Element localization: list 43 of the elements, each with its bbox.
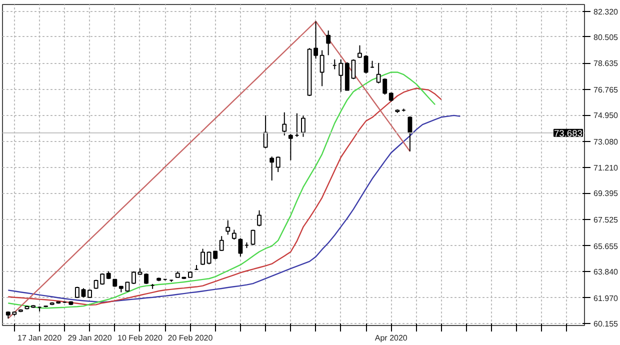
y-tick-label: 69.395	[594, 189, 619, 198]
x-tick-label: 17 Jan 2020	[18, 334, 62, 342]
candlestick	[144, 272, 148, 284]
candlestick	[358, 44, 362, 58]
y-tick-label: 65.655	[594, 242, 619, 251]
line-series	[8, 114, 461, 303]
x-tick-label: 20 Feb 2020	[168, 334, 214, 342]
x-tick-label: 29 Jan 2020	[68, 334, 112, 342]
candlestick	[288, 134, 293, 161]
candlestick	[226, 220, 230, 236]
y-tick-label: 73.080	[594, 137, 619, 146]
y-tick-label: 82.320	[594, 7, 619, 16]
candlestick	[408, 116, 412, 152]
candlestick	[131, 270, 136, 284]
y-tick-label: 67.525	[594, 216, 619, 225]
candlestick	[314, 20, 318, 60]
candlestick	[263, 114, 268, 149]
y-tick-label: 60.155	[594, 319, 619, 328]
y-tick-label: 78.635	[594, 59, 619, 68]
candlestick	[276, 156, 280, 173]
line-series	[8, 20, 411, 320]
candlestick	[320, 50, 324, 87]
candlestick	[257, 210, 262, 227]
candlestick	[238, 238, 243, 258]
ref-line-label: 73.683	[554, 128, 582, 138]
candlestick	[301, 115, 306, 138]
y-tick-label: 63.840	[594, 267, 619, 276]
y-tick-label: 74.950	[594, 111, 619, 120]
candlestick	[282, 112, 287, 136]
candlestick	[326, 30, 331, 56]
candlestick	[338, 58, 344, 92]
candlestick	[219, 236, 224, 252]
candlestick	[81, 288, 86, 298]
y-tick-label: 61.970	[594, 294, 619, 303]
candlestick	[232, 229, 236, 240]
candlestick	[250, 229, 256, 246]
candlestick	[200, 248, 206, 266]
x-tick-label: Apr 2020	[374, 334, 408, 342]
candlestick	[270, 156, 274, 181]
y-tick-label: 76.765	[594, 85, 619, 94]
y-tick-label: 71.210	[594, 164, 619, 173]
y-tick-label: 80.505	[594, 32, 619, 42]
x-tick-label: 10 Feb 2020	[118, 334, 164, 342]
